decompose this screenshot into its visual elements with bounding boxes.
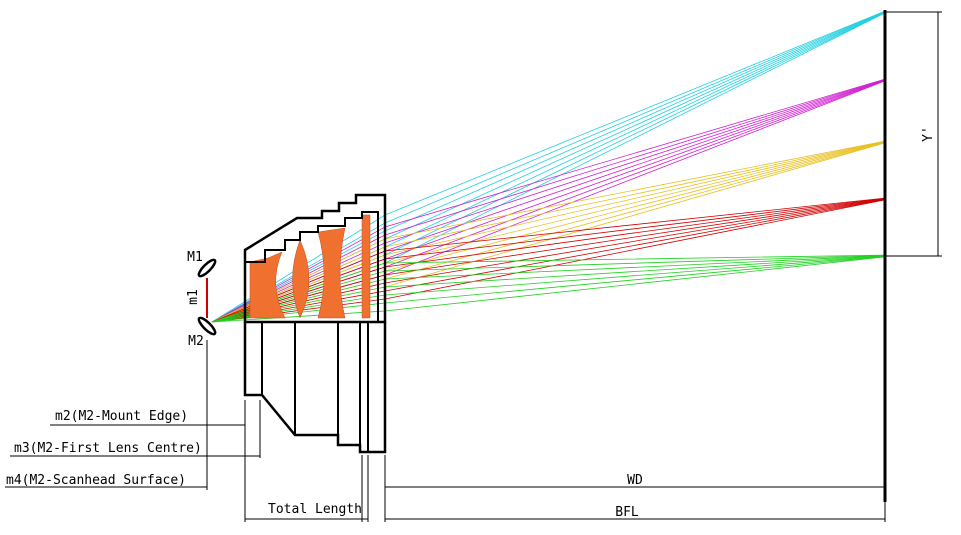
dimension-label: Total Length	[268, 502, 362, 517]
ray	[211, 80, 886, 323]
ray	[211, 255, 886, 323]
mirrors	[197, 258, 217, 336]
lens-elements	[249, 214, 371, 319]
mirror-label: M1	[187, 250, 203, 265]
dimension-lines	[5, 11, 942, 522]
mirror-spacing-label: m1	[186, 289, 201, 305]
mirror-label: M2	[188, 334, 204, 349]
ray	[211, 79, 886, 323]
ray	[211, 254, 886, 323]
dimension-label: m3(M2-First Lens Centre)	[14, 441, 202, 456]
ray	[211, 80, 886, 323]
dimension-label: m2(M2-Mount Edge)	[55, 409, 188, 424]
dimension-label: BFL	[615, 505, 639, 520]
dimension-label: m4(M2-Scanhead Surface)	[6, 473, 186, 488]
dimension-label: WD	[627, 473, 643, 488]
ray-bundles	[211, 10, 886, 323]
lens-housing	[243, 193, 387, 454]
image-height-label: Y'	[921, 126, 936, 142]
